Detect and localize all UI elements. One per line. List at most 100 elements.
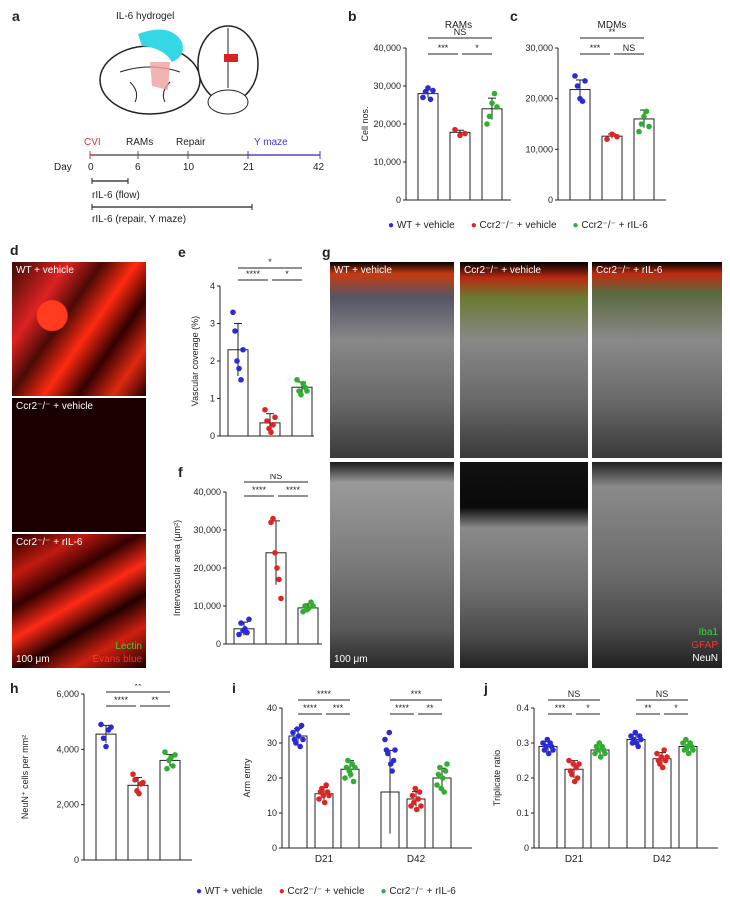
micro-d-caption-wt: WT + vehicle <box>16 265 74 276</box>
i-g0-s1-point-2 <box>319 785 325 792</box>
j-g0-s0-point-4 <box>545 750 552 757</box>
c-ytick-label-1: 10,000 <box>525 144 553 154</box>
c-group-2-point-1 <box>638 121 645 127</box>
panel-label-a: a <box>12 8 20 24</box>
e-group-2-point-2 <box>298 391 304 398</box>
micro-g-caption-il6: Ccr2⁻/⁻ + rIL-6 <box>596 265 663 276</box>
legend-item-ko: ● Ccr2⁻/⁻ + vehicle <box>470 220 557 231</box>
e-group-1-point-0 <box>262 406 268 413</box>
i-g1-s1-point-5 <box>415 796 421 802</box>
panel-label-f: f <box>178 464 183 480</box>
e-group-2-point-5 <box>304 388 310 394</box>
f-group-0-point-4 <box>244 629 250 636</box>
b-ytick-label-2: 20,000 <box>373 119 401 129</box>
h-group-1-point-0 <box>130 771 136 778</box>
i-g1-s0-point-6 <box>390 757 397 764</box>
h-group-0-point-0 <box>98 721 104 728</box>
i-g1-sig-0-label: *** <box>411 689 422 699</box>
e-ytick-label-3: 3 <box>210 319 215 329</box>
micrograph-g-top-il6: Ccr2⁻/⁻ + rIL-6 <box>592 262 722 458</box>
micrograph-g-bottom-wt: 100 μm <box>330 462 454 668</box>
j-g0-s1-point-2 <box>569 771 575 778</box>
j-g1-s2-point-2 <box>683 736 689 743</box>
day-21: 21 <box>243 162 255 173</box>
h-group-2-bar <box>159 759 181 861</box>
i-ylabel: Arm entry <box>242 758 252 798</box>
i-g1-sig-1-label: **** <box>395 703 410 713</box>
h-ytick-label-0: 0 <box>74 855 79 865</box>
e-sig-2-label: * <box>285 269 289 279</box>
f-group-1-point-3 <box>274 565 280 571</box>
chart-intervascular-area: 0 10,000 20,000 30,000 40,000 Intervascular a… <box>172 474 322 649</box>
b-group-0-point-2 <box>425 85 431 91</box>
f-group-1-point-5 <box>278 595 284 602</box>
i-g1-s1-point-2 <box>411 799 417 806</box>
e-group-0-point-5 <box>240 346 246 353</box>
micrograph-wt: WT + vehicle <box>12 262 146 396</box>
j-ytick-label-3: 0.3 <box>516 738 529 748</box>
f-group-1-point-4 <box>276 576 282 583</box>
i-g0-s0-point-3 <box>294 726 301 732</box>
h-group-0-bar <box>95 733 117 861</box>
c-group-1-point-0 <box>604 136 610 142</box>
f-ytick-label-2: 20,000 <box>193 563 221 573</box>
f-ylabel: Intervascular area (μm²) <box>172 520 182 616</box>
b-group-2-point-1 <box>486 113 493 120</box>
legend-item-wt: ● WT + vehicle <box>388 220 455 231</box>
j-g1-s1-bar <box>652 758 672 849</box>
micro-d-evansblue: Evans blue <box>92 654 142 665</box>
h-group-1-point-1 <box>132 776 138 783</box>
j-g1-s2-point-4 <box>685 750 692 757</box>
c-group-0-point-1 <box>574 83 581 89</box>
timeline-rams: RAMs <box>126 137 154 148</box>
e-group-0-point-0 <box>230 309 236 316</box>
h-group-2-point-1 <box>164 765 170 772</box>
j-g1-sig-1-label: ** <box>644 703 652 713</box>
f-ytick-label-4: 40,000 <box>193 487 221 497</box>
panel-label-b: b <box>348 8 357 24</box>
h-ylabel: NeuN⁺ cells per mm² <box>20 735 30 819</box>
micro-g-gfap: GFAP <box>691 640 718 651</box>
i-g0-s2-point-6 <box>350 778 357 785</box>
c-group-2-point-2 <box>641 113 647 120</box>
j-g1-s2-bar <box>678 746 698 849</box>
rIL6-flow-label: rIL-6 (flow) <box>92 190 140 201</box>
f-group-0-point-1 <box>238 620 244 626</box>
day-10: 10 <box>183 162 195 173</box>
micro-g-caption-ko: Ccr2⁻/⁻ + vehicle <box>464 265 541 276</box>
j-g0-s2-point-7 <box>602 750 608 757</box>
micro-d-scale: 100 μm <box>16 654 50 665</box>
day-label: Day <box>54 162 72 173</box>
day-42: 42 <box>313 162 325 173</box>
i-g1-s0-point-2 <box>385 750 391 757</box>
c-sig-1-label: *** <box>590 43 601 53</box>
i-g1-s1-point-1 <box>409 792 416 799</box>
c-group-1-point-1 <box>609 131 615 137</box>
c-sig-2-label: NS <box>623 43 636 53</box>
h-group-0-point-2 <box>103 743 109 750</box>
f-group-0-point-5 <box>246 616 252 623</box>
i-ytick-label-3: 30 <box>267 738 277 748</box>
e-sig-1-label: **** <box>246 269 261 279</box>
b-group-0-point-3 <box>427 96 434 103</box>
i-g1-s0-point-5 <box>389 768 395 774</box>
i-ytick-label-4: 40 <box>267 703 277 713</box>
j-g0-s2-point-2 <box>595 747 601 753</box>
c-ytick-label-3: 30,000 <box>525 43 553 53</box>
i-g0-sig-2-label: *** <box>333 703 344 713</box>
cerebellum <box>207 89 249 115</box>
j-g0-s1-point-0 <box>566 757 572 764</box>
e-ylabel: Vascular coverage (%) <box>190 316 200 406</box>
i-g1-s2-point-6 <box>442 768 449 774</box>
b-ytick-label-1: 10,000 <box>373 157 401 167</box>
hydrogel-shape <box>138 29 183 62</box>
j-g1-s1-point-3 <box>658 754 665 760</box>
h-group-0-point-1 <box>100 735 107 742</box>
c-ytick-label-0: 0 <box>548 195 553 205</box>
panel-label-d: d <box>10 242 19 258</box>
f-ytick-label-0: 0 <box>216 639 221 649</box>
h-ytick-label-3: 6,000 <box>56 689 79 699</box>
i-g0-s0-point-6 <box>298 722 305 729</box>
timeline-ymaze: Y maze <box>254 137 288 148</box>
